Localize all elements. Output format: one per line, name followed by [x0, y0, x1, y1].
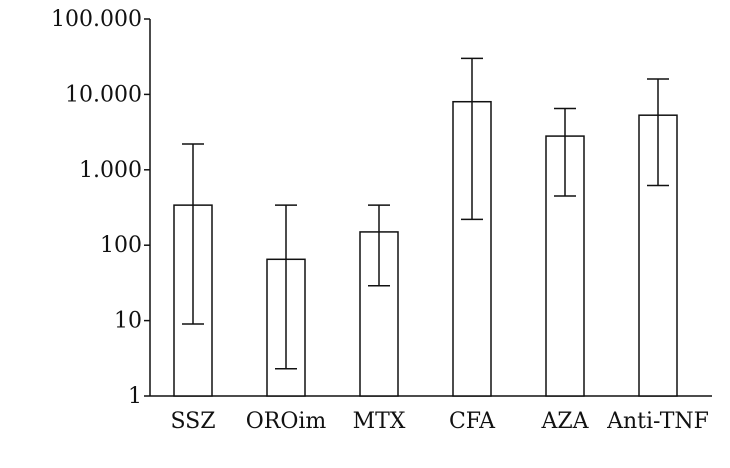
x-category-label: OROim [246, 409, 327, 434]
x-category-label: SSZ [170, 409, 215, 434]
x-category-label: CFA [449, 409, 496, 434]
y-axis: 1 10 100 1.000 10.000 100.000 [51, 7, 151, 409]
x-category-label: AZA [540, 409, 589, 434]
y-tick-label: 1.000 [79, 158, 142, 183]
bars [173, 100, 678, 397]
x-category-label: MTX [353, 409, 406, 434]
y-tick-label: 100 [100, 233, 142, 258]
error-bars [182, 57, 669, 370]
y-tick-label: 100.000 [51, 7, 142, 32]
y-tick-label: 10 [114, 309, 142, 334]
y-tick-label: 1 [128, 384, 142, 409]
x-category-label: Anti-TNF [606, 409, 709, 434]
y-tick-label: 10.000 [65, 82, 142, 107]
category-labels: SSZ OROim MTX CFA AZA Anti-TNF [170, 409, 708, 434]
